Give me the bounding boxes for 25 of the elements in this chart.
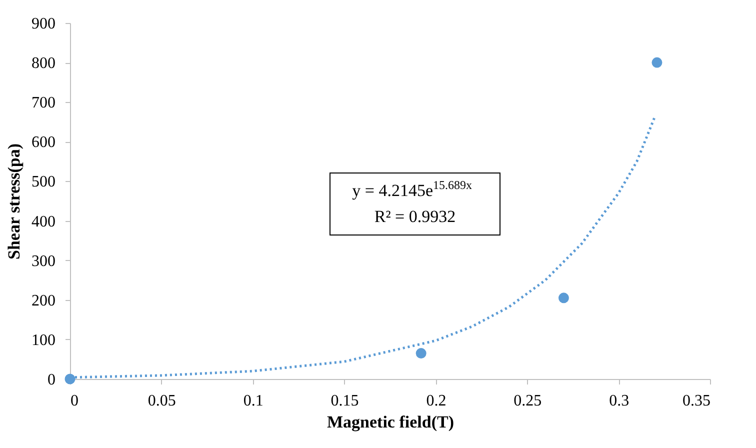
x-tick-label: 0.2 (426, 392, 446, 410)
y-tick-label: 800 (32, 55, 56, 72)
x-tick-label: 0.25 (514, 392, 542, 410)
y-tick-label: 100 (32, 332, 56, 349)
point (558, 292, 569, 304)
x-tick-label: 0 (70, 392, 78, 410)
y-axis-title: Shear stress(pa) (4, 143, 24, 260)
y-tick-label: 300 (32, 252, 56, 270)
point (652, 57, 662, 68)
annotation: R² = 0.9932 (374, 207, 456, 226)
x-tick-label: 0.3 (609, 392, 630, 410)
y-tick-label: 700 (32, 94, 56, 112)
point (416, 348, 426, 359)
x-tick-label: 0.35 (682, 392, 710, 410)
x-axis-title: Magnetic field(T) (327, 412, 454, 432)
y-tick-label: 200 (32, 292, 56, 310)
x-tick-label: 0.15 (330, 392, 359, 410)
y-tick-label: 500 (32, 174, 56, 191)
x-tick-label: 0.1 (243, 392, 264, 410)
y-tick-label: 400 (32, 213, 56, 230)
x-tick-label: 0.05 (148, 392, 176, 410)
y-tick-label: 0 (48, 372, 56, 388)
y-tick-label: 600 (32, 134, 56, 152)
point (64, 374, 76, 384)
y-tick-label: 900 (32, 16, 56, 32)
